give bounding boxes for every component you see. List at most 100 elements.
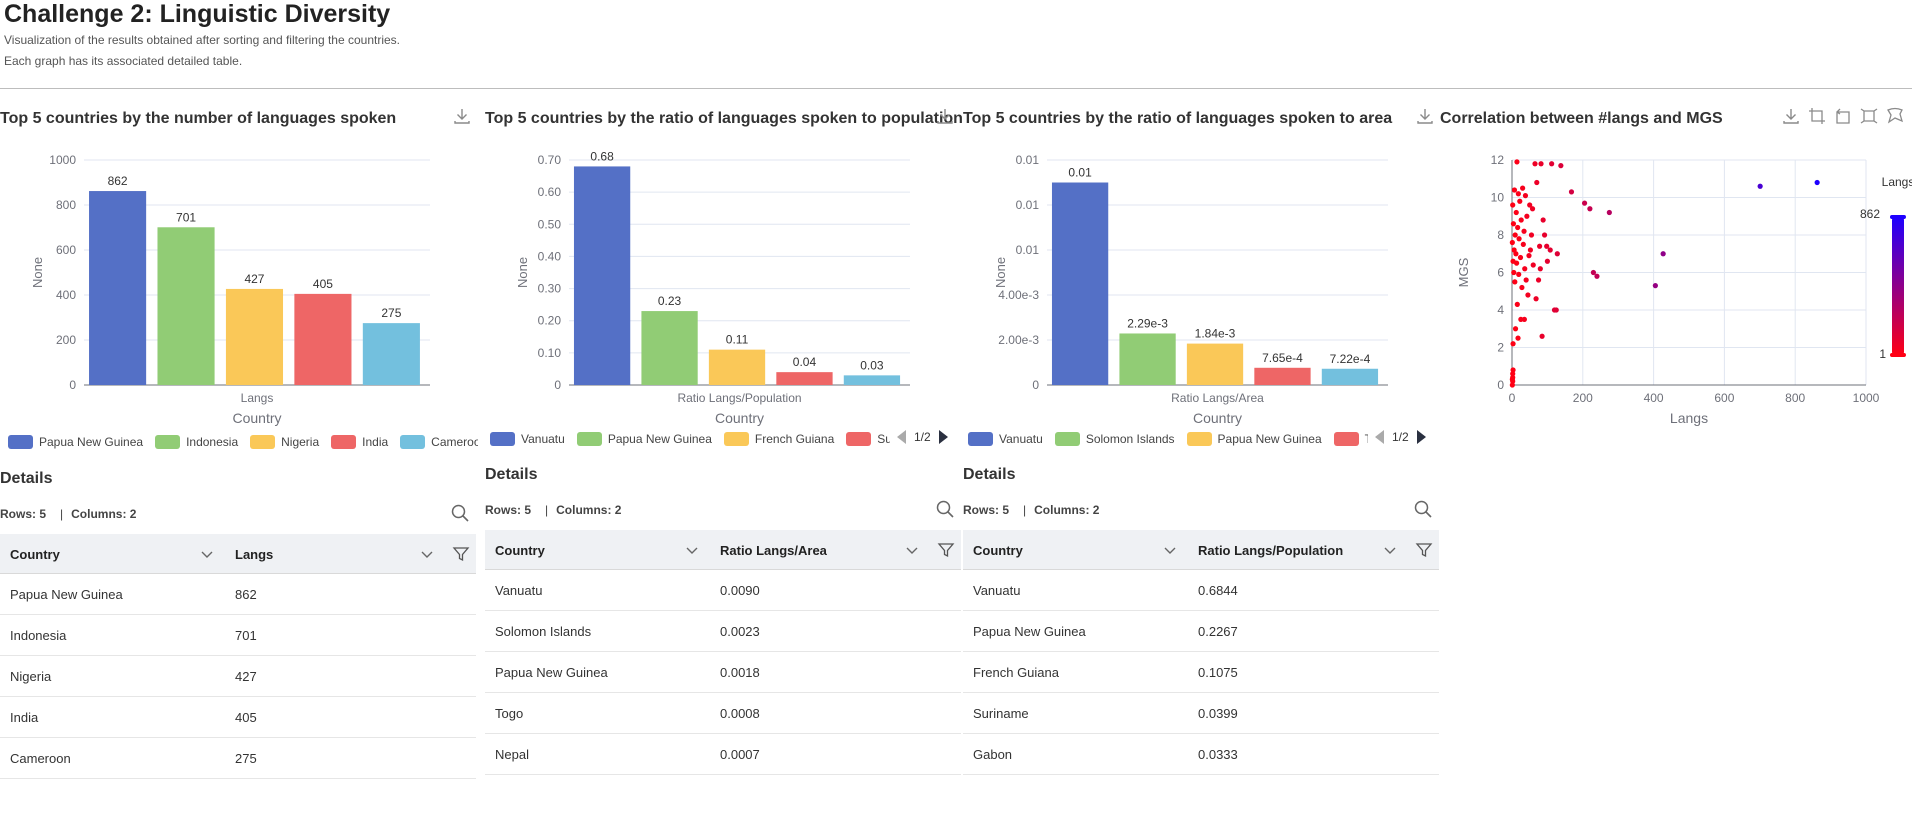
bar[interactable] bbox=[641, 311, 698, 385]
bar-chart[interactable]: 0 0.10 0.20 0.30 0.40 0.50 0.60 0.70 None 0.68 0.2… bbox=[485, 140, 955, 430]
download-icon[interactable] bbox=[452, 106, 472, 126]
scatter-point[interactable] bbox=[1515, 191, 1521, 197]
scatter-point[interactable] bbox=[1524, 213, 1530, 219]
scatter-point[interactable] bbox=[1518, 217, 1524, 223]
legend-next-icon[interactable] bbox=[1416, 430, 1426, 444]
scatter-point[interactable] bbox=[1540, 217, 1546, 223]
bar[interactable] bbox=[573, 166, 631, 385]
scatter-point[interactable] bbox=[1539, 333, 1545, 339]
zoom-reset-icon[interactable] bbox=[1833, 106, 1853, 126]
scatter-point[interactable] bbox=[1534, 179, 1540, 186]
scatter-point[interactable] bbox=[1533, 296, 1539, 302]
search-icon[interactable] bbox=[1413, 499, 1433, 519]
legend-item[interactable]: Solomon Islands bbox=[1054, 432, 1175, 446]
table-row[interactable]: Nigeria 427 bbox=[0, 656, 476, 697]
scatter-point[interactable] bbox=[1544, 243, 1550, 249]
scatter-point[interactable] bbox=[1510, 221, 1517, 227]
legend-item[interactable]: Vanuatu bbox=[490, 432, 565, 446]
table-row[interactable]: Vanuatu 0.0090 bbox=[485, 570, 961, 611]
lasso-select-icon[interactable] bbox=[1885, 106, 1905, 126]
scatter-point[interactable] bbox=[1660, 251, 1666, 257]
bar[interactable] bbox=[1186, 343, 1244, 385]
scatter-point[interactable] bbox=[1523, 277, 1529, 283]
scatter-point[interactable] bbox=[1551, 307, 1558, 313]
column-header-value[interactable]: Ratio Langs/Population bbox=[1198, 542, 1344, 558]
legend-item[interactable]: Papua New Guinea bbox=[1186, 432, 1322, 446]
chevron-down-icon[interactable] bbox=[1383, 543, 1397, 557]
visualmap-handle-bottom[interactable] bbox=[1890, 353, 1906, 357]
scatter-point[interactable] bbox=[1527, 247, 1534, 253]
scatter-point[interactable] bbox=[1549, 161, 1555, 167]
scatter-point[interactable] bbox=[1510, 367, 1516, 373]
scatter-point[interactable] bbox=[1538, 161, 1544, 167]
scatter-point[interactable] bbox=[1509, 376, 1515, 382]
scatter-point[interactable] bbox=[1814, 179, 1820, 186]
scatter-point[interactable] bbox=[1527, 202, 1533, 208]
bar[interactable] bbox=[1321, 368, 1379, 385]
column-header-value[interactable]: Langs bbox=[235, 546, 274, 562]
scatter-point[interactable] bbox=[1529, 206, 1536, 212]
scatter-point[interactable] bbox=[1521, 228, 1527, 234]
scatter-point[interactable] bbox=[1537, 266, 1543, 272]
scatter-point[interactable] bbox=[1511, 269, 1517, 276]
rect-select-icon[interactable] bbox=[1859, 106, 1879, 126]
chevron-down-icon[interactable] bbox=[685, 543, 699, 557]
scatter-point[interactable] bbox=[1513, 209, 1519, 216]
scatter-point[interactable] bbox=[1568, 189, 1575, 195]
legend-prev-icon[interactable] bbox=[897, 430, 906, 444]
scatter-point[interactable] bbox=[1590, 269, 1597, 276]
chevron-down-icon[interactable] bbox=[200, 547, 214, 561]
visualmap-handle-top[interactable] bbox=[1890, 215, 1906, 219]
filter-icon[interactable] bbox=[452, 545, 470, 563]
scatter-point[interactable] bbox=[1519, 284, 1525, 291]
table-row[interactable]: French Guiana 0.1075 bbox=[963, 652, 1439, 693]
scatter-point[interactable] bbox=[1528, 232, 1535, 238]
bar[interactable] bbox=[1254, 367, 1311, 385]
column-header-country[interactable]: Country bbox=[10, 546, 60, 562]
table-row[interactable]: Papua New Guinea 0.2267 bbox=[963, 611, 1439, 652]
column-header-value[interactable]: Ratio Langs/Area bbox=[720, 542, 827, 558]
table-row[interactable]: Togo 0.0008 bbox=[485, 693, 961, 734]
scatter-point[interactable] bbox=[1544, 258, 1550, 264]
scatter-point[interactable] bbox=[1532, 161, 1538, 167]
chevron-down-icon[interactable] bbox=[905, 543, 919, 557]
scatter-point[interactable] bbox=[1606, 209, 1612, 216]
table-row[interactable]: Vanuatu 0.6844 bbox=[963, 570, 1439, 611]
scatter-point[interactable] bbox=[1522, 266, 1528, 272]
scatter-point[interactable] bbox=[1510, 371, 1516, 377]
table-row[interactable]: Gabon 0.0333 bbox=[963, 734, 1439, 775]
scatter-chart[interactable]: 0 2 4 6 8 10 12 0 200 400 600 800 1000 Langs MGS Langs 8… bbox=[1440, 140, 1912, 440]
scatter-point[interactable] bbox=[1757, 183, 1763, 189]
scatter-point[interactable] bbox=[1530, 262, 1536, 268]
table-row[interactable]: India 405 bbox=[0, 697, 476, 738]
bar[interactable] bbox=[843, 375, 901, 385]
chevron-down-icon[interactable] bbox=[420, 547, 434, 561]
legend-item[interactable]: T bbox=[1333, 432, 1368, 446]
scatter-point[interactable] bbox=[1558, 163, 1564, 169]
legend-item[interactable]: India bbox=[331, 435, 388, 449]
scatter-point[interactable] bbox=[1526, 253, 1532, 259]
scatter-point[interactable] bbox=[1541, 232, 1548, 238]
scatter-point[interactable] bbox=[1509, 239, 1515, 246]
filter-icon[interactable] bbox=[1415, 541, 1433, 559]
scatter-point[interactable] bbox=[1520, 241, 1526, 247]
legend-item[interactable]: Vanuatu bbox=[968, 432, 1043, 446]
scatter-point[interactable] bbox=[1522, 193, 1529, 199]
scatter-point[interactable] bbox=[1515, 224, 1521, 231]
bar[interactable] bbox=[1119, 333, 1176, 385]
bar[interactable] bbox=[362, 323, 420, 385]
scatter-point[interactable] bbox=[1511, 187, 1518, 193]
table-row[interactable]: Papua New Guinea 862 bbox=[0, 574, 476, 615]
legend-item[interactable]: Papua New Guinea bbox=[576, 432, 712, 446]
scatter-point[interactable] bbox=[1554, 251, 1560, 257]
table-row[interactable]: Cameroon 275 bbox=[0, 738, 476, 779]
bar-chart[interactable]: 0 200 400 600 800 1000 None 862 701 427 405 275 Lang… bbox=[0, 140, 470, 430]
table-row[interactable]: Solomon Islands 0.0023 bbox=[485, 611, 961, 652]
bar[interactable] bbox=[89, 191, 147, 385]
filter-icon[interactable] bbox=[937, 541, 955, 559]
scatter-point[interactable] bbox=[1514, 159, 1520, 165]
legend-item[interactable]: French Guiana bbox=[723, 432, 834, 446]
visualmap-bar[interactable] bbox=[1892, 217, 1904, 355]
table-row[interactable]: Indonesia 701 bbox=[0, 615, 476, 656]
bar[interactable] bbox=[225, 288, 284, 385]
